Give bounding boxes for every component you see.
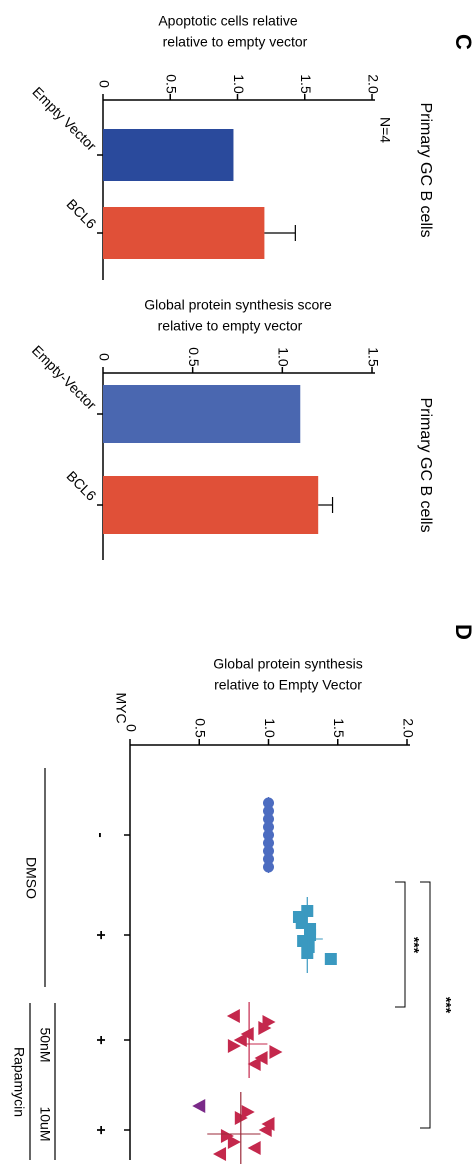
protein-synthesis-scatter-chart: Global protein synthesis relative to Emp… <box>11 656 454 1164</box>
data-point-square <box>297 935 310 947</box>
data-point-triangle <box>240 1027 254 1041</box>
bar <box>103 129 234 181</box>
data-point-triangle <box>262 1015 276 1029</box>
dmso-label: DMSO <box>23 857 39 899</box>
value-tick-label: 1.5 <box>365 347 381 367</box>
myc-value-label: + <box>92 930 109 939</box>
panel-d-label: D <box>451 624 476 640</box>
bar <box>103 207 265 259</box>
value-tick-label: 0.5 <box>164 74 180 94</box>
data-point-triangle <box>247 1141 261 1155</box>
significance-bracket-50nM <box>395 881 406 1008</box>
bar <box>103 476 319 534</box>
myc-value-label: + <box>92 1035 109 1044</box>
significance-stars-10uM: *** <box>438 997 454 1014</box>
apoptosis-bar-chart: Primary GC B cells Apoptotic cells relat… <box>29 13 434 280</box>
chart1-ylabel-line1: Apoptotic cells relative <box>158 13 298 29</box>
significance-bracket-10uM <box>420 881 431 1129</box>
data-point-triangle <box>241 1105 255 1119</box>
data-point-triangle <box>254 1051 268 1065</box>
value-tick-label: 0.5 <box>186 347 202 367</box>
category-label: Empty-Vector <box>29 342 100 413</box>
chart3-ylabel-line1: Global protein synthesis <box>213 656 362 672</box>
category-label: BCL6 <box>63 468 99 504</box>
value-tick-label: 1.5 <box>331 718 347 738</box>
chart1-title: Primary GC B cells <box>417 102 434 237</box>
data-point-triangle <box>213 1147 227 1161</box>
myc-value-label: - <box>92 832 109 837</box>
value-tick-label: 1.0 <box>231 74 247 94</box>
data-point-triangle <box>192 1099 206 1113</box>
chart3-ylabel-line2: relative to Empty Vector <box>214 677 362 693</box>
panel-c-label: C <box>451 34 476 50</box>
data-point-triangle <box>269 1045 283 1059</box>
data-point-square <box>324 953 337 965</box>
chart2-ylabel-line2: relative to empty vector <box>158 318 303 334</box>
value-tick-label: 1.0 <box>276 347 292 367</box>
dose-10uM-label: 10uM <box>37 1106 53 1141</box>
chart2-ylabel-line1: Global protein synthesis score <box>144 297 332 313</box>
value-tick-label: 0 <box>123 724 139 732</box>
significance-stars-50nM: *** <box>406 937 422 954</box>
value-tick-label: 1.5 <box>298 74 314 94</box>
data-point-triangle <box>261 1117 275 1131</box>
data-point-square <box>292 911 305 923</box>
data-point-square <box>304 923 317 935</box>
data-point-triangle <box>227 1039 241 1053</box>
rapamycin-label: Rapamycin <box>11 1047 27 1117</box>
value-tick-label: 2.0 <box>400 718 416 738</box>
chart3-myc-label: MYC <box>113 692 129 723</box>
chart2-title: Primary GC B cells <box>417 397 434 532</box>
bar <box>103 385 301 443</box>
data-point-triangle <box>226 1009 240 1023</box>
value-tick-label: 0 <box>96 80 112 88</box>
value-tick-label: 0.5 <box>193 718 209 738</box>
myc-value-label: + <box>92 1125 109 1134</box>
category-label: BCL6 <box>63 196 99 232</box>
value-tick-label: 0 <box>96 353 112 361</box>
protein-synthesis-bar-chart: Primary GC B cells Global protein synthe… <box>29 297 434 560</box>
chart1-ylabel-line2: relative to empty vector <box>163 34 308 50</box>
category-label: Empty Vector <box>29 84 99 154</box>
value-tick-label: 1.0 <box>262 718 278 738</box>
data-point-triangle <box>258 1021 272 1035</box>
value-tick-label: 2.0 <box>365 74 381 94</box>
chart1-annotation-n4: N=4 <box>377 117 393 143</box>
data-point-triangle <box>247 1057 261 1071</box>
data-point-triangle <box>227 1135 241 1149</box>
dose-50nM-label: 50nM <box>37 1027 53 1062</box>
data-point-triangle <box>220 1129 234 1143</box>
